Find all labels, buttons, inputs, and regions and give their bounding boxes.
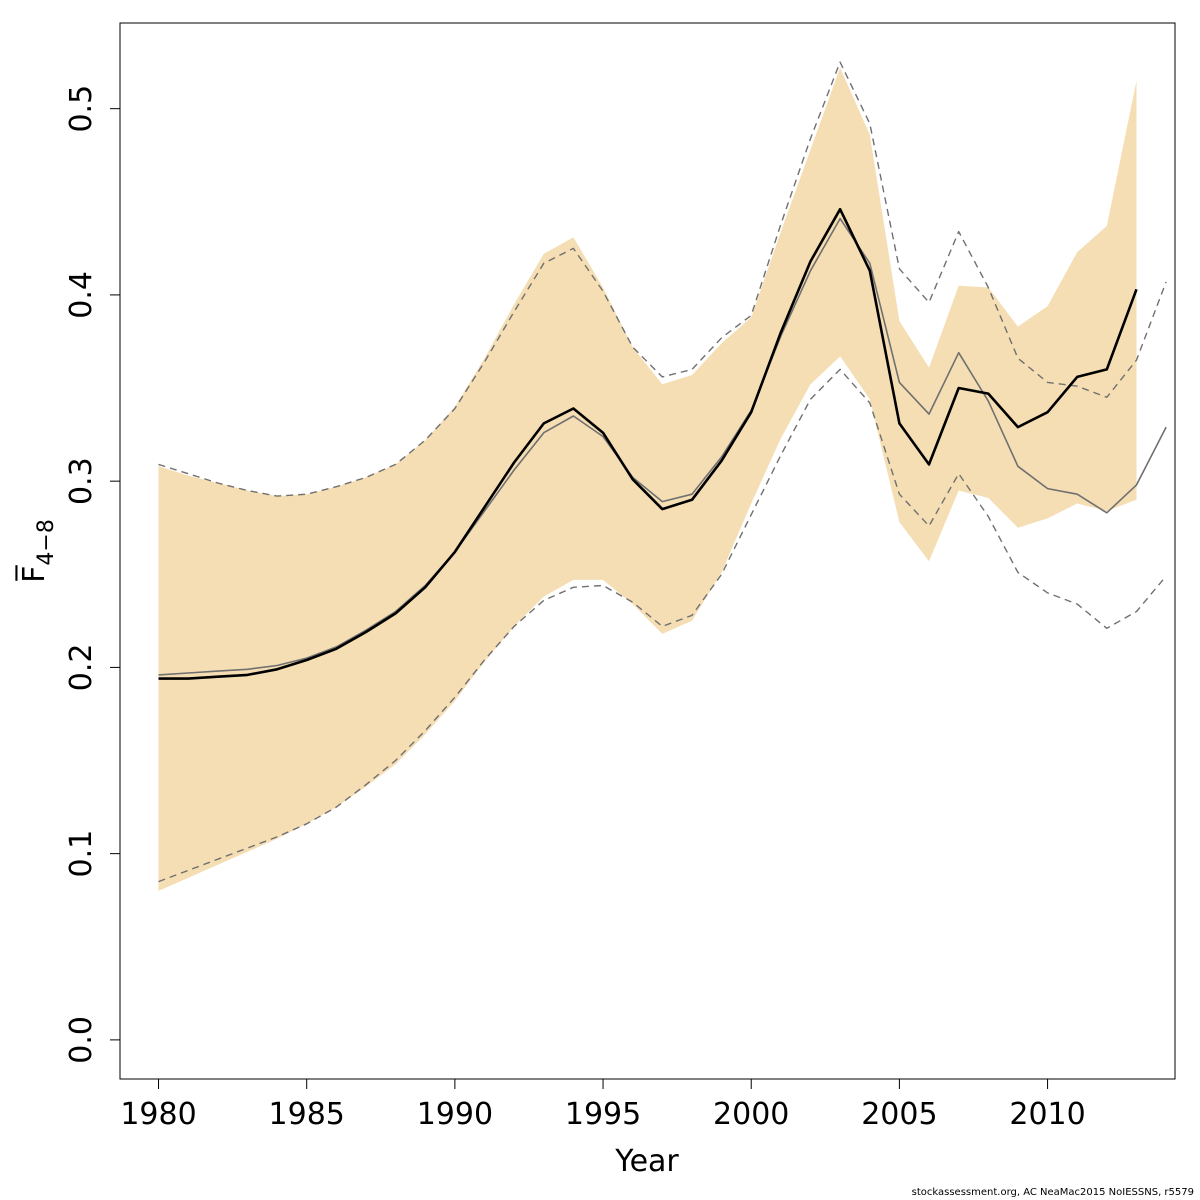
confidence-band-layer: [158, 67, 1137, 891]
series-layer: [158, 61, 1167, 883]
y-tick-label: 0.0: [64, 1016, 99, 1064]
series-line-grey: [158, 217, 1167, 676]
series-line-dashed-lower: [158, 368, 1167, 883]
x-axis-title: Year: [614, 1144, 679, 1179]
x-tick-label: 2005: [861, 1097, 937, 1132]
y-tick-label: 0.2: [64, 644, 99, 692]
x-tick-label: 2010: [1009, 1097, 1085, 1132]
credit-text: stockassessment.org, AC NeaMac2015 NoIES…: [911, 1187, 1194, 1198]
x-tick-label: 1990: [417, 1097, 493, 1132]
svg-text:F̅4−8: F̅4−8: [15, 519, 59, 583]
y-tick-label: 0.4: [64, 271, 99, 319]
series-line-dashed-upper: [158, 61, 1167, 497]
x-tick-label: 1980: [120, 1097, 196, 1132]
y-axis-title-subscript: 4−8: [34, 519, 59, 565]
x-axis: 1980 1985 1990 1995 2000 2005 2010: [120, 1078, 1086, 1132]
x-tick-label: 1995: [565, 1097, 641, 1132]
y-axis: 0.0 0.1 0.2 0.3 0.4 0.5: [64, 85, 121, 1064]
confidence-band: [158, 67, 1137, 891]
x-tick-label: 2000: [713, 1097, 789, 1132]
y-tick-label: 0.3: [64, 457, 99, 505]
y-axis-title-main: F̅: [15, 565, 52, 583]
y-axis-title: F̅4−8: [15, 519, 59, 583]
x-tick-label: 1985: [269, 1097, 345, 1132]
y-tick-label: 0.5: [64, 85, 99, 133]
series-line-main: [158, 207, 1138, 680]
y-tick-label: 0.1: [64, 830, 99, 878]
